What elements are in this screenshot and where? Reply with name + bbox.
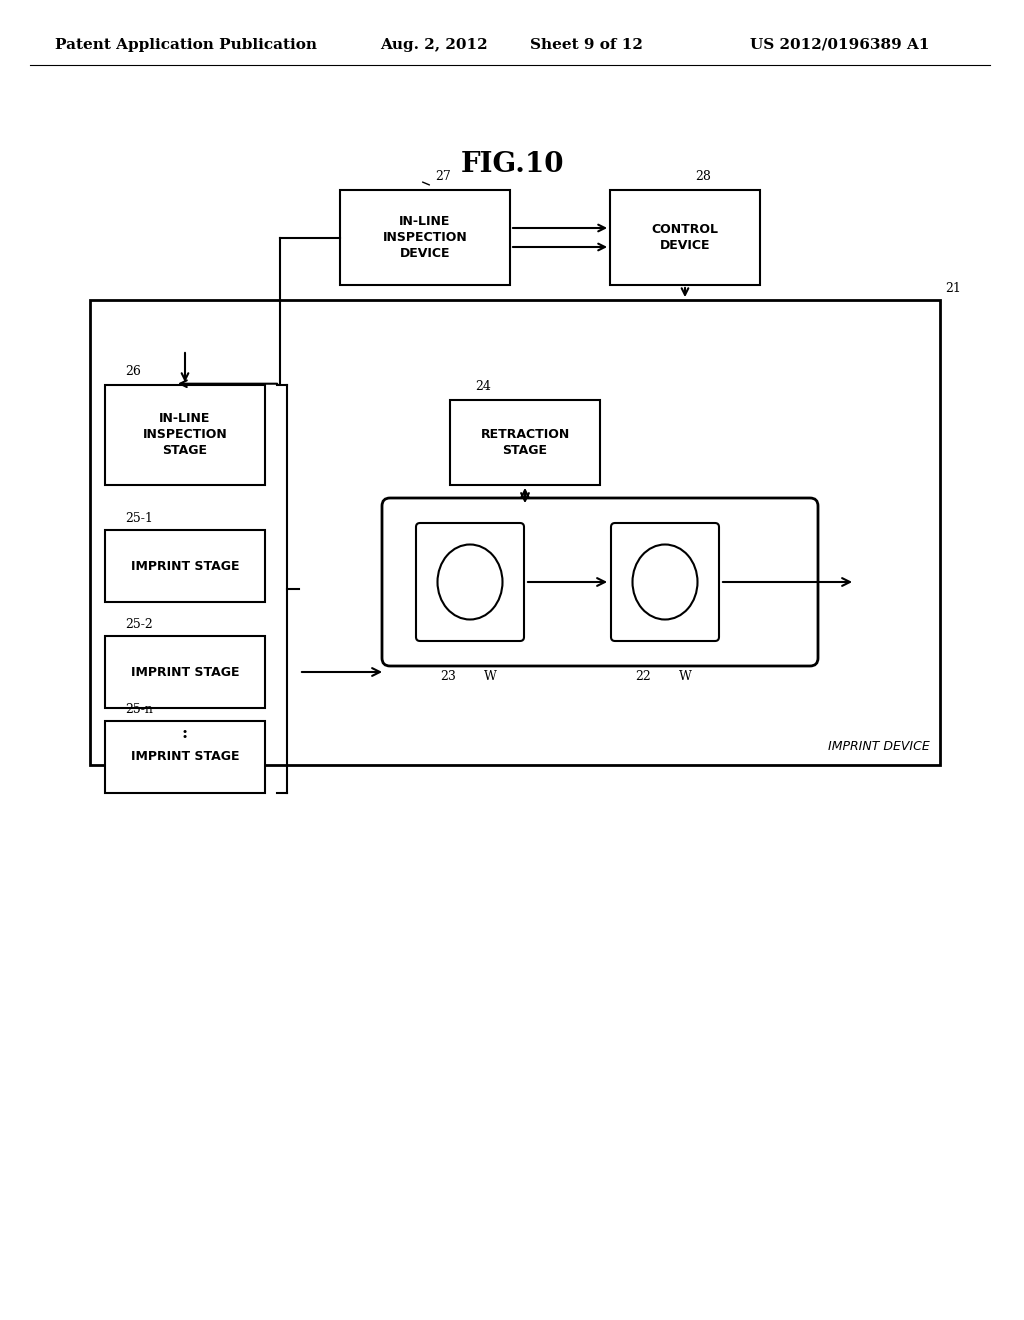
Text: IMPRINT STAGE: IMPRINT STAGE bbox=[131, 665, 240, 678]
Text: 26: 26 bbox=[125, 366, 141, 378]
Text: FIG.10: FIG.10 bbox=[460, 152, 564, 178]
Text: Patent Application Publication: Patent Application Publication bbox=[55, 38, 317, 51]
Text: IMPRINT STAGE: IMPRINT STAGE bbox=[131, 560, 240, 573]
Text: IN-LINE
INSPECTION
DEVICE: IN-LINE INSPECTION DEVICE bbox=[383, 215, 467, 260]
FancyBboxPatch shape bbox=[611, 523, 719, 642]
Text: 25-n: 25-n bbox=[125, 704, 153, 715]
Text: Aug. 2, 2012: Aug. 2, 2012 bbox=[380, 38, 487, 51]
Ellipse shape bbox=[437, 544, 503, 619]
Text: RETRACTION
STAGE: RETRACTION STAGE bbox=[480, 428, 569, 457]
Text: IMPRINT DEVICE: IMPRINT DEVICE bbox=[828, 741, 930, 752]
Text: IMPRINT STAGE: IMPRINT STAGE bbox=[131, 751, 240, 763]
FancyBboxPatch shape bbox=[610, 190, 760, 285]
Text: US 2012/0196389 A1: US 2012/0196389 A1 bbox=[750, 38, 930, 51]
FancyBboxPatch shape bbox=[382, 498, 818, 667]
FancyBboxPatch shape bbox=[90, 300, 940, 766]
FancyBboxPatch shape bbox=[450, 400, 600, 484]
Text: W: W bbox=[679, 671, 691, 682]
FancyBboxPatch shape bbox=[105, 531, 265, 602]
Text: 22: 22 bbox=[635, 671, 651, 682]
Text: 24: 24 bbox=[475, 380, 490, 393]
Text: 23: 23 bbox=[440, 671, 456, 682]
Text: CONTROL
DEVICE: CONTROL DEVICE bbox=[651, 223, 719, 252]
FancyBboxPatch shape bbox=[105, 385, 265, 484]
Text: 27: 27 bbox=[435, 170, 451, 183]
Text: 21: 21 bbox=[945, 282, 961, 294]
Ellipse shape bbox=[633, 544, 697, 619]
Text: Sheet 9 of 12: Sheet 9 of 12 bbox=[530, 38, 643, 51]
FancyBboxPatch shape bbox=[105, 721, 265, 793]
FancyBboxPatch shape bbox=[105, 636, 265, 708]
Text: W: W bbox=[483, 671, 497, 682]
Text: 25-1: 25-1 bbox=[125, 512, 153, 525]
FancyBboxPatch shape bbox=[340, 190, 510, 285]
Text: 25-2: 25-2 bbox=[125, 618, 153, 631]
Text: :: : bbox=[182, 725, 188, 742]
FancyBboxPatch shape bbox=[416, 523, 524, 642]
Text: 28: 28 bbox=[695, 170, 711, 183]
Text: IN-LINE
INSPECTION
STAGE: IN-LINE INSPECTION STAGE bbox=[142, 412, 227, 458]
